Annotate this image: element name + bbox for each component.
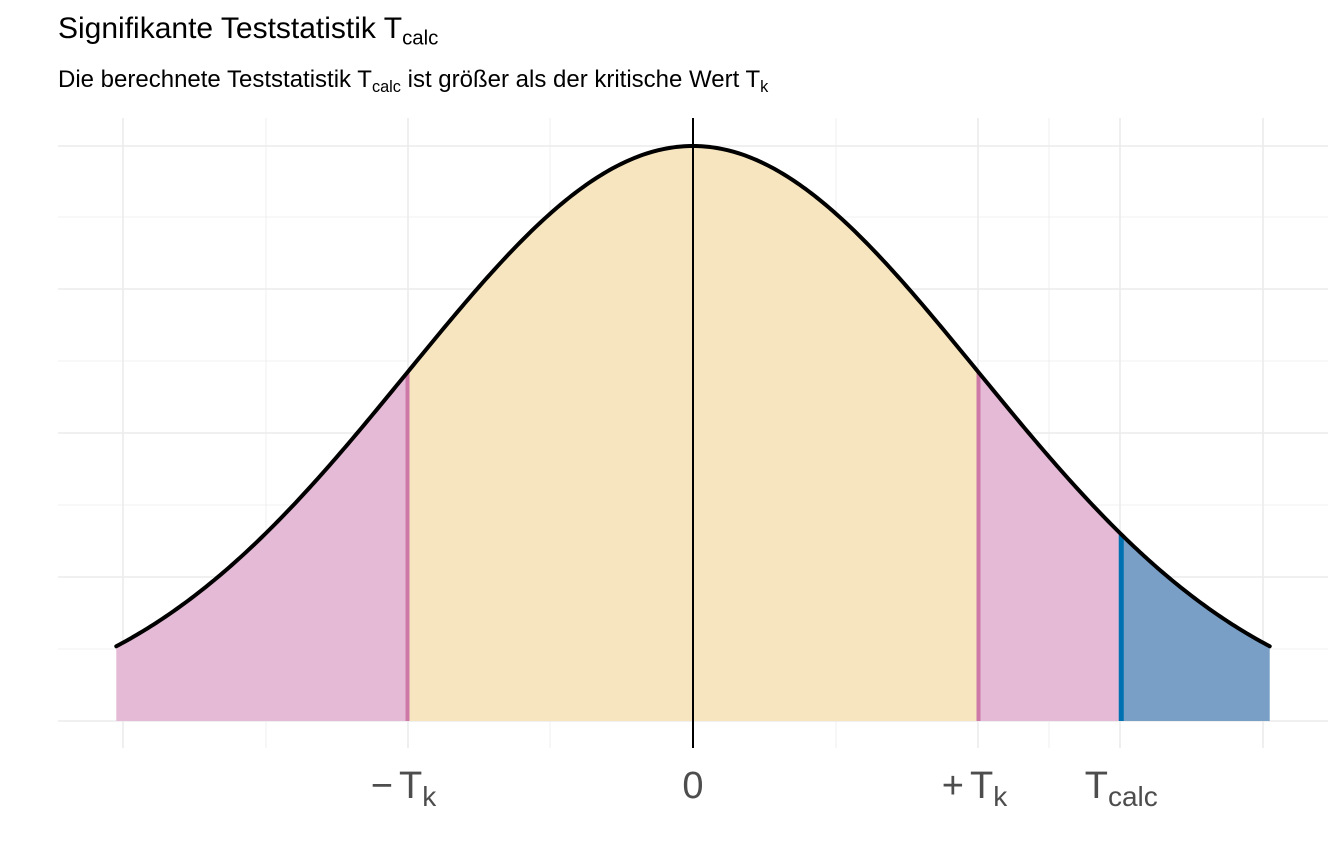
chart-subtitle: Die berechnete Teststatistik Tcalc ist g… bbox=[58, 66, 769, 97]
x-tick-label: + Tk bbox=[942, 765, 1008, 812]
chart-title: Signifikante Teststatistik Tcalc bbox=[58, 12, 439, 50]
region-rejection bbox=[978, 372, 1122, 721]
x-tick-label: Tcalc bbox=[1085, 765, 1158, 812]
marker-lines bbox=[405, 118, 1124, 748]
region-beyond-t-calc bbox=[1121, 534, 1270, 721]
x-tick-label: − Tk bbox=[371, 765, 437, 812]
density-curve bbox=[114, 144, 1272, 649]
density-curve-group bbox=[114, 144, 1272, 649]
x-tick-labels: − Tk 0 + Tk Tcalc bbox=[371, 765, 1158, 812]
x-tick-label: 0 bbox=[682, 765, 703, 807]
